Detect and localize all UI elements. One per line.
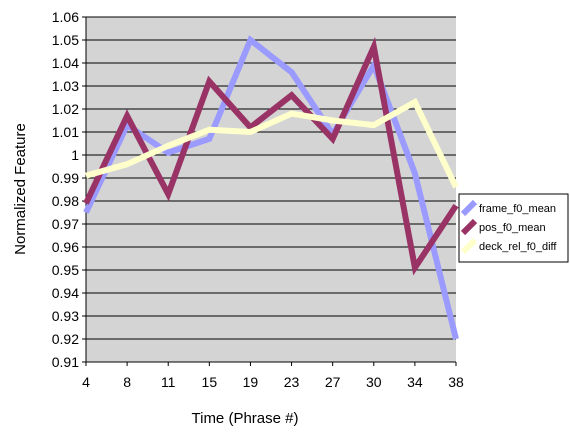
- y-tick-label: 1.03: [52, 78, 79, 94]
- legend-swatch: [460, 218, 478, 236]
- legend-label: frame_f0_mean: [479, 203, 556, 215]
- y-tick-label: 0.94: [52, 285, 79, 301]
- y-axis-ticks: 0.91 0.92 0.93 0.94 0.95 0.96 0.97 0.98 0.99 1 1.0…: [52, 9, 86, 370]
- x-tick-label: 15: [202, 374, 218, 390]
- x-tick-label: 27: [325, 374, 341, 390]
- y-tick-label: 1.01: [52, 124, 79, 140]
- x-tick-label: 30: [366, 374, 382, 390]
- y-tick-label: 0.93: [52, 308, 79, 324]
- y-tick-label: 1.02: [52, 101, 79, 117]
- legend-swatch: [460, 199, 478, 217]
- plot-area: [85, 16, 456, 363]
- x-tick-label: 38: [448, 374, 464, 390]
- legend-label: pos_f0_mean: [479, 222, 546, 234]
- series-lines: [83, 35, 459, 340]
- x-tick-label: 4: [82, 374, 90, 390]
- series-line-frame-f0-mean: [83, 35, 459, 340]
- legend-box: [458, 193, 569, 263]
- y-tick-label: 1.06: [52, 9, 79, 25]
- y-tick-label: 0.99: [52, 170, 79, 186]
- y-tick-label: 0.91: [52, 354, 79, 370]
- y-tick-label: 0.95: [52, 262, 79, 278]
- legend: frame_f0_mean pos_f0_mean deck_rel_f0_diff: [458, 193, 569, 263]
- y-tick-label: 1.05: [52, 32, 79, 48]
- x-tick-label: 19: [243, 374, 259, 390]
- x-axis-ticks: 4 8 11 15 19 23 27 30 34 38: [82, 362, 464, 390]
- x-tick-label: 34: [407, 374, 423, 390]
- x-tick-label: 11: [161, 374, 176, 390]
- x-tick-label: 23: [284, 374, 300, 390]
- y-tick-label: 0.98: [52, 193, 79, 209]
- y-tick-label: 0.96: [52, 239, 79, 255]
- legend-label: deck_rel_f0_diff: [479, 241, 557, 253]
- x-tick-label: 8: [123, 374, 131, 390]
- y-tick-label: 0.97: [52, 216, 79, 232]
- y-tick-label: 1: [71, 147, 79, 163]
- series-line-deck-rel-f0-diff: [85, 97, 459, 189]
- y-tick-label: 1.04: [52, 55, 79, 71]
- legend-swatch: [460, 237, 478, 255]
- y-axis-title: Normalized Feature: [12, 123, 29, 255]
- y-tick-label: 0.92: [52, 331, 79, 347]
- plot-background: [86, 17, 456, 362]
- x-axis-title: Time (Phrase #): [192, 410, 299, 427]
